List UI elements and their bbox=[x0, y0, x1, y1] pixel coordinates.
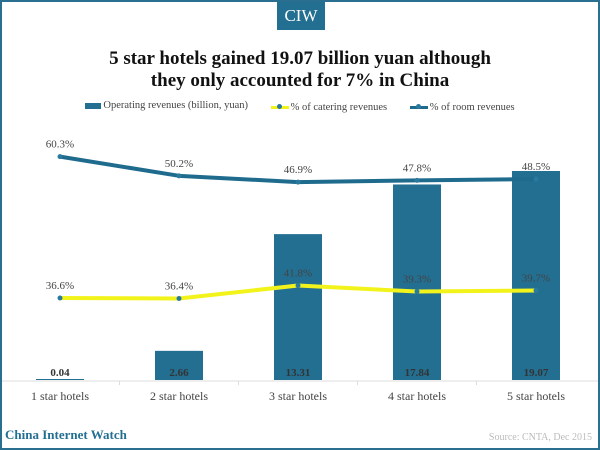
source-note: Source: CNTA, Dec 2015 bbox=[488, 432, 592, 443]
data-point bbox=[295, 283, 301, 289]
bar bbox=[274, 234, 322, 380]
bar-label: 13.31 bbox=[286, 367, 311, 379]
x-tick-label: 2 star hotels bbox=[150, 389, 208, 403]
line-label: 41.8% bbox=[284, 268, 312, 280]
data-point bbox=[176, 173, 182, 179]
data-point bbox=[414, 177, 420, 183]
bar bbox=[393, 184, 441, 380]
legend-swatch-bar bbox=[85, 102, 102, 109]
data-point bbox=[533, 288, 539, 294]
line-label: 46.9% bbox=[284, 164, 312, 176]
line-label: 50.2% bbox=[165, 158, 193, 170]
legend-label: % of catering revenues bbox=[290, 101, 388, 113]
ciw-logo: CIW bbox=[277, 2, 325, 30]
x-tick-label: 3 star hotels bbox=[269, 389, 327, 403]
legend: Operating revenues (billion, yuan) % of … bbox=[0, 100, 600, 113]
x-tick-label: 1 star hotels bbox=[31, 389, 89, 403]
bar bbox=[155, 350, 203, 380]
bar bbox=[512, 170, 560, 380]
chart-title: 5 star hotels gained 19.07 billion yuan … bbox=[109, 48, 491, 91]
data-point bbox=[533, 176, 539, 182]
data-point bbox=[57, 295, 63, 301]
x-tick-label: 4 star hotels bbox=[388, 389, 446, 403]
legend-label: Operating revenues (billion, yuan) bbox=[103, 100, 248, 111]
line-label: 39.7% bbox=[522, 273, 550, 285]
data-point bbox=[414, 289, 420, 295]
bar-label: 2.66 bbox=[169, 367, 189, 379]
legend-item-room: % of room revenues bbox=[409, 101, 515, 113]
data-point bbox=[57, 154, 63, 160]
line-label: 36.6% bbox=[46, 280, 74, 292]
brand-name: China Internet Watch bbox=[5, 427, 127, 442]
line-label: 48.5% bbox=[522, 161, 550, 173]
legend-label: % of room revenues bbox=[429, 101, 515, 113]
bar bbox=[36, 379, 84, 380]
data-point bbox=[176, 295, 182, 301]
line-label: 39.3% bbox=[403, 274, 431, 286]
bar-label: 17.84 bbox=[405, 367, 430, 379]
bar-label: 0.04 bbox=[50, 367, 70, 379]
line-label: 36.4% bbox=[165, 280, 193, 292]
legend-item-revenues: Operating revenues (billion, yuan) bbox=[85, 100, 248, 111]
legend-swatch-room bbox=[409, 104, 428, 109]
legend-item-catering: % of catering revenues bbox=[270, 101, 388, 113]
data-point bbox=[295, 179, 301, 185]
legend-swatch-catering bbox=[270, 104, 289, 109]
x-tick-label: 5 star hotels bbox=[507, 389, 565, 403]
line-label: 60.3% bbox=[46, 139, 74, 151]
bar-label: 19.07 bbox=[524, 367, 549, 379]
line-label: 47.8% bbox=[403, 162, 431, 174]
